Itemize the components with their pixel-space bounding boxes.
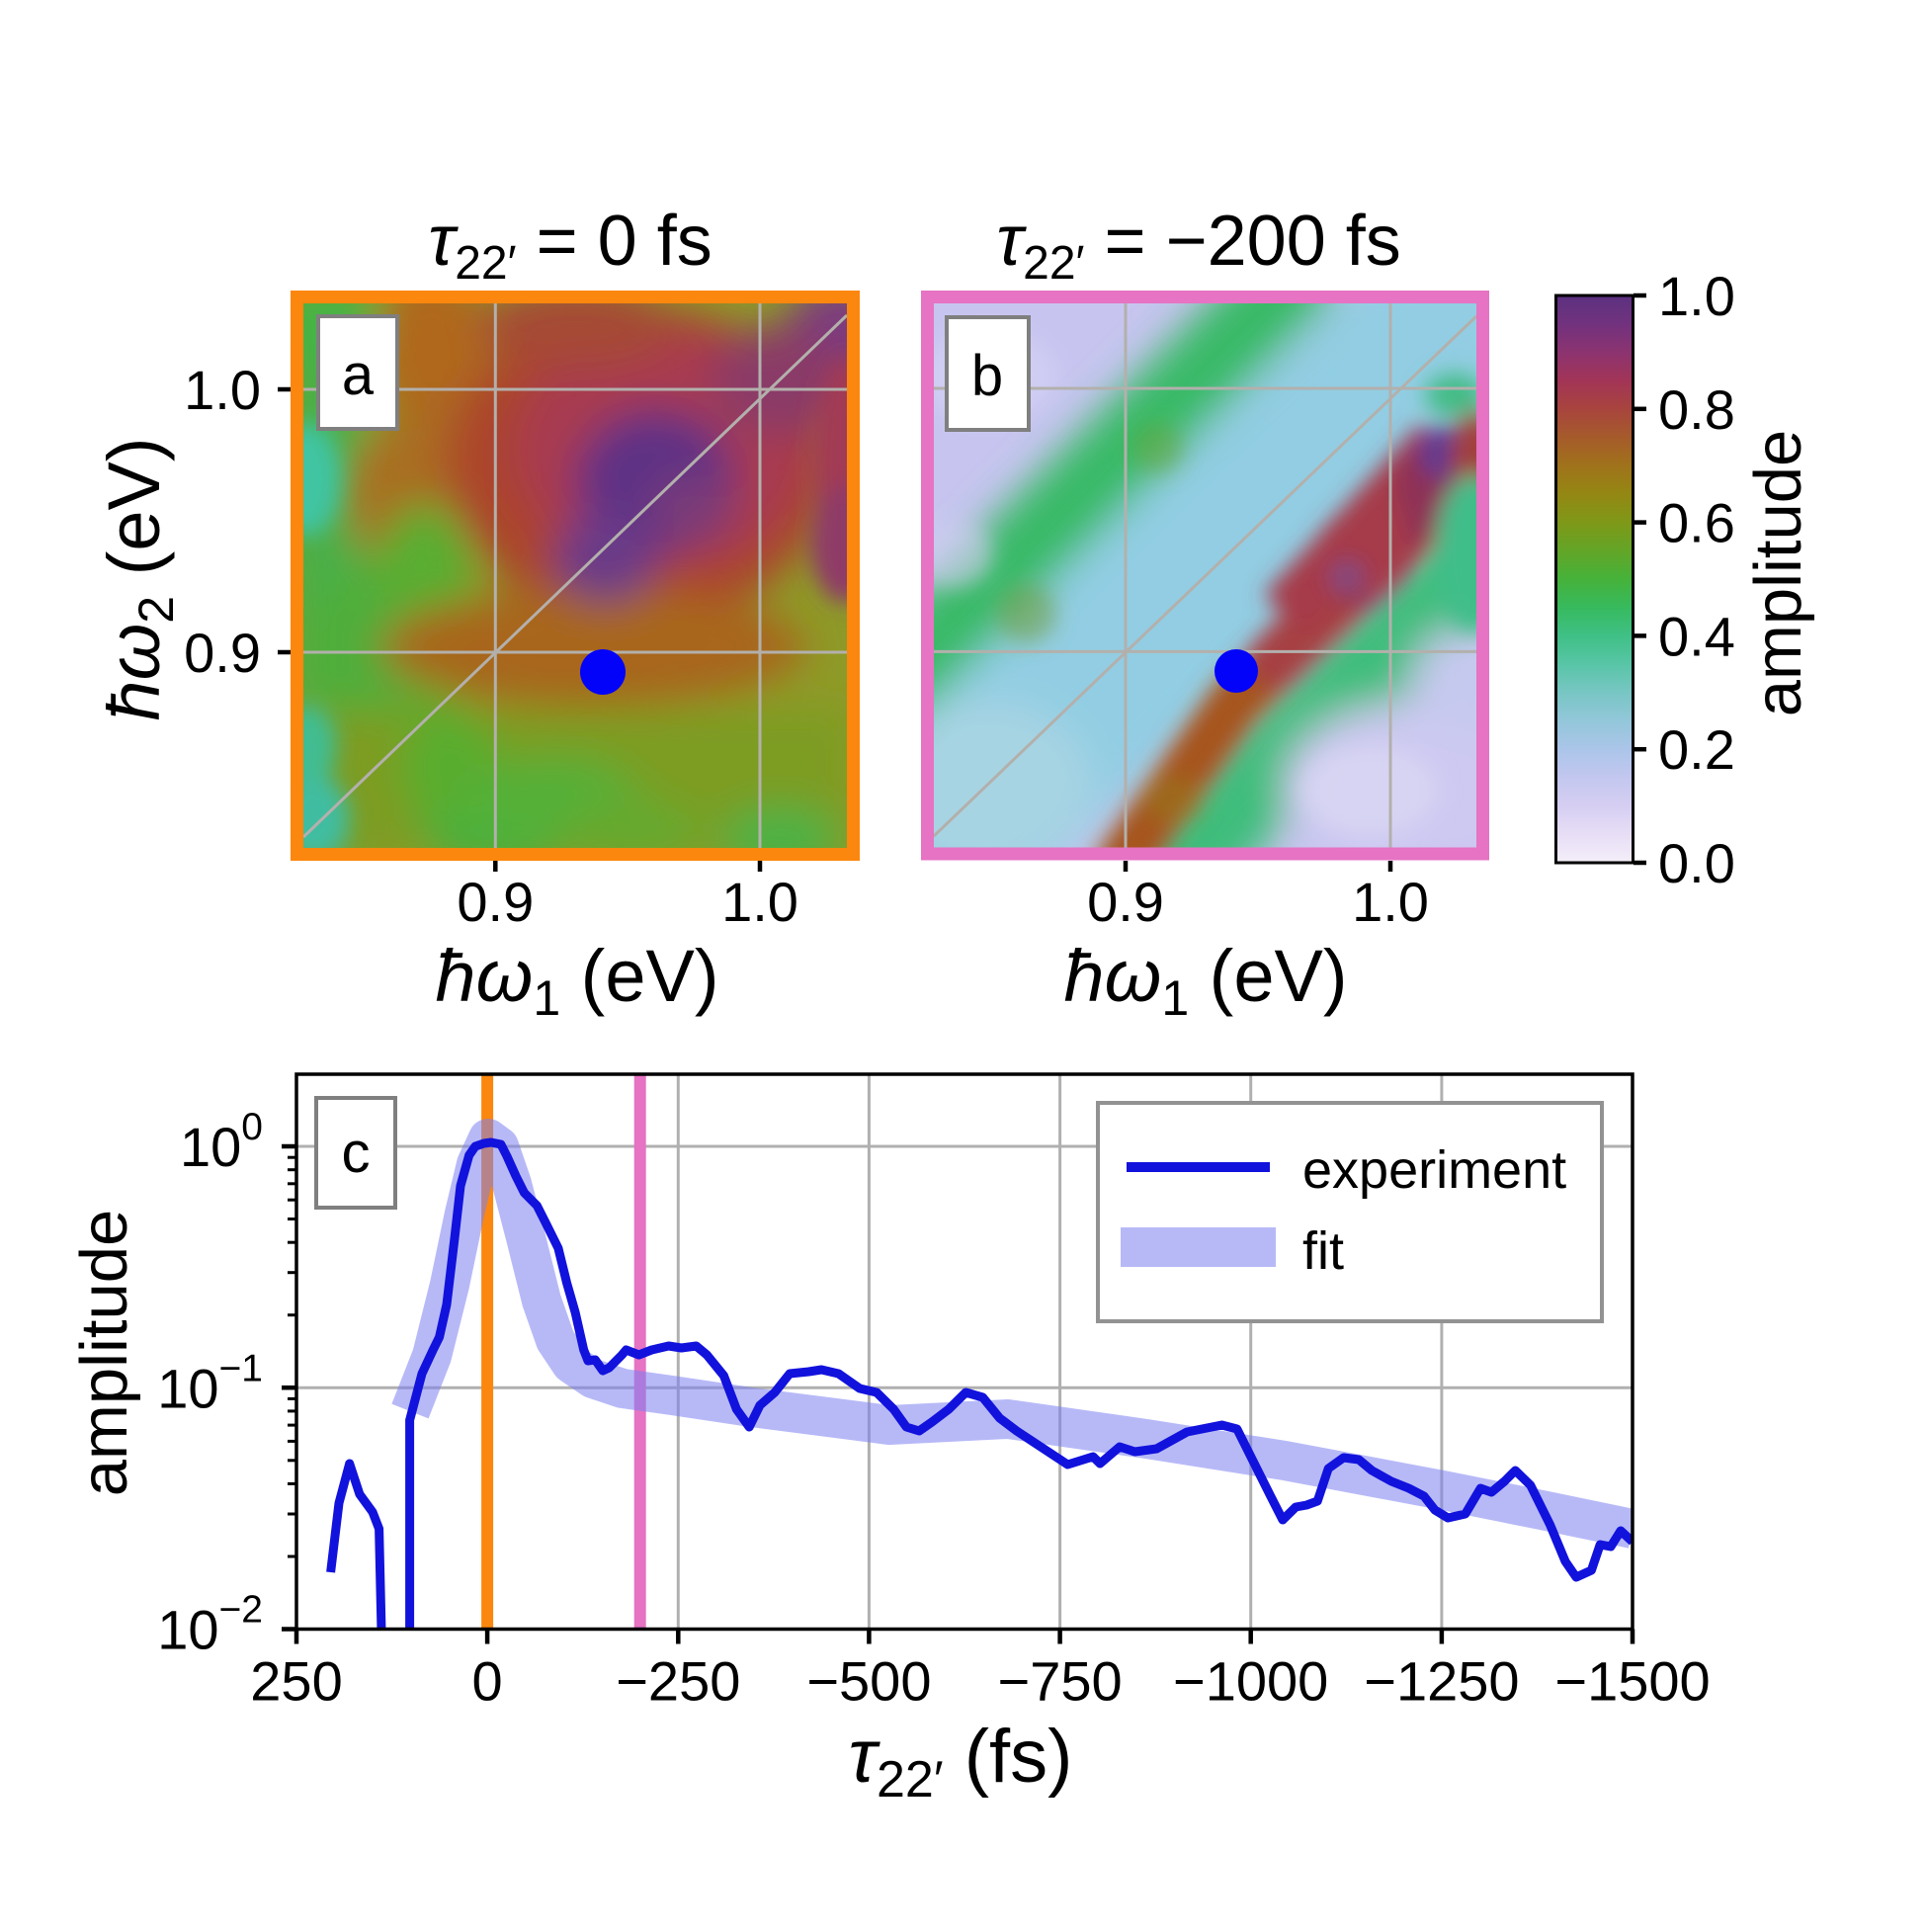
svg-text:0.9: 0.9	[457, 871, 534, 933]
svg-text:0.4: 0.4	[1658, 605, 1735, 667]
svg-text:ħω2 (eV): ħω2 (eV)	[93, 438, 184, 721]
svg-text:0.9: 0.9	[184, 622, 261, 684]
svg-text:−250: −250	[616, 1650, 740, 1713]
svg-text:0: 0	[472, 1650, 503, 1713]
svg-text:−500: −500	[806, 1650, 931, 1713]
svg-text:c: c	[342, 1121, 371, 1185]
svg-text:0.8: 0.8	[1658, 378, 1735, 441]
svg-text:−750: −750	[998, 1650, 1123, 1713]
svg-text:ħω1 (eV): ħω1 (eV)	[436, 935, 719, 1026]
svg-text:amplitude: amplitude	[1741, 430, 1815, 717]
svg-text:0.2: 0.2	[1658, 718, 1735, 781]
svg-text:0.9: 0.9	[1087, 871, 1164, 933]
svg-text:fit: fit	[1302, 1221, 1344, 1281]
svg-text:−1000: −1000	[1173, 1650, 1328, 1713]
svg-text:10−2: 10−2	[157, 1589, 263, 1661]
svg-text:experiment: experiment	[1302, 1140, 1566, 1200]
svg-text:0.6: 0.6	[1658, 492, 1735, 554]
svg-text:0.0: 0.0	[1658, 832, 1735, 894]
svg-text:−1250: −1250	[1364, 1650, 1519, 1713]
svg-text:1.0: 1.0	[184, 359, 261, 421]
svg-text:τ22′ = −200 fs: τ22′ = −200 fs	[996, 202, 1401, 290]
svg-text:ħω1 (eV): ħω1 (eV)	[1064, 935, 1348, 1026]
svg-text:b: b	[971, 344, 1003, 408]
svg-text:−1500: −1500	[1554, 1650, 1710, 1713]
svg-text:τ22′ = 0 fs: τ22′ = 0 fs	[428, 202, 712, 290]
svg-text:amplitude: amplitude	[67, 1210, 141, 1497]
svg-text:a: a	[342, 343, 375, 407]
svg-text:1.0: 1.0	[1658, 265, 1735, 327]
svg-text:τ22′ (fs): τ22′ (fs)	[849, 1715, 1073, 1808]
svg-text:1.0: 1.0	[721, 871, 798, 933]
svg-text:250: 250	[250, 1650, 342, 1713]
svg-text:1.0: 1.0	[1352, 871, 1429, 933]
